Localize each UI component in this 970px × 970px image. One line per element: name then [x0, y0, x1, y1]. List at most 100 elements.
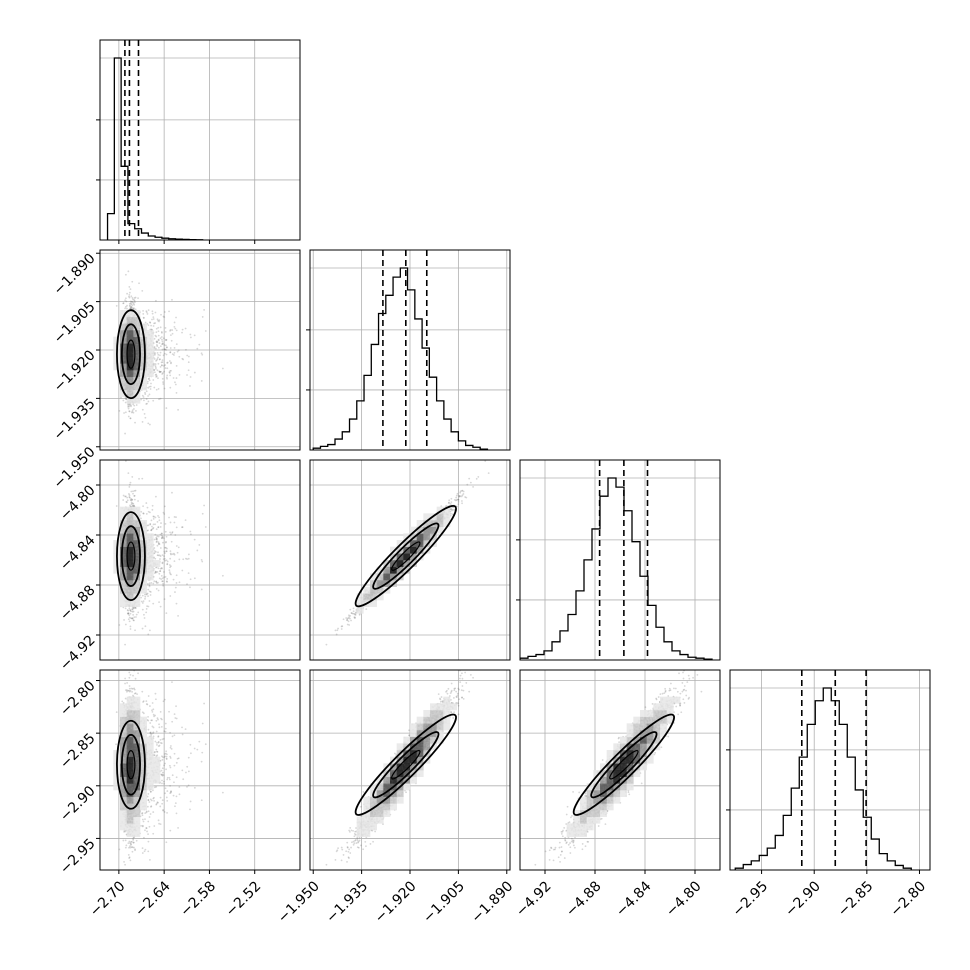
sample-point	[126, 499, 129, 502]
sample-point	[128, 286, 131, 288]
panel-content	[100, 40, 300, 240]
density-cell	[146, 356, 154, 364]
sample-point	[175, 316, 177, 319]
sample-point	[127, 415, 130, 418]
sample-point	[144, 593, 146, 596]
sample-point	[158, 358, 161, 361]
sample-point	[165, 346, 168, 349]
sample-point	[164, 530, 167, 533]
sample-point	[126, 501, 128, 504]
density-cell	[126, 343, 134, 351]
sample-point	[163, 370, 166, 373]
sample-point	[155, 566, 157, 569]
sample-point	[152, 518, 155, 520]
sample-point	[128, 410, 131, 413]
sample-point	[156, 340, 158, 343]
sample-point	[125, 500, 128, 503]
sample-point	[157, 362, 160, 365]
sample-point	[170, 369, 172, 372]
sample-point	[186, 354, 189, 357]
sample-point	[130, 295, 133, 298]
sample-point	[126, 292, 129, 295]
sample-point	[198, 343, 201, 346]
density-cell	[120, 310, 127, 317]
density-cell	[133, 316, 141, 324]
sample-point	[161, 342, 164, 345]
sample-point	[173, 553, 176, 556]
sample-point	[181, 357, 184, 360]
y-tick-label: −1.890	[51, 251, 99, 299]
sample-point	[146, 605, 148, 607]
sample-point	[154, 533, 157, 536]
density-cell	[126, 376, 134, 384]
sample-point	[159, 354, 161, 357]
sample-point	[161, 561, 164, 564]
sample-point	[181, 526, 183, 529]
sample-point	[132, 619, 135, 622]
sample-point	[159, 547, 162, 549]
sample-point	[184, 327, 187, 330]
sample-point	[153, 386, 156, 389]
sample-point	[158, 601, 160, 604]
sample-point	[166, 346, 168, 348]
sample-point	[131, 304, 134, 307]
sample-point	[200, 558, 203, 561]
sample-point	[155, 588, 158, 590]
sample-point	[123, 412, 125, 414]
sample-point	[150, 328, 153, 331]
density-cell	[120, 323, 127, 331]
sample-point	[155, 375, 158, 377]
sample-point	[170, 339, 173, 342]
sample-point	[128, 293, 131, 296]
sample-point	[140, 596, 142, 599]
sample-point	[165, 376, 168, 379]
sample-point	[159, 526, 162, 528]
sample-point	[141, 602, 144, 604]
sample-point	[133, 307, 135, 310]
sample-point	[130, 499, 133, 502]
sample-point	[169, 566, 171, 569]
density-cell	[140, 343, 147, 351]
density-cell	[140, 356, 147, 364]
sample-point	[122, 399, 125, 402]
sample-point	[128, 405, 131, 408]
sample-point	[160, 336, 163, 338]
sample-point	[146, 313, 149, 315]
sample-point	[159, 533, 162, 536]
sample-point	[170, 565, 172, 568]
sample-point	[133, 297, 136, 299]
y-tick-label: −1.920	[51, 347, 99, 395]
sample-point	[165, 540, 167, 543]
sample-point	[155, 536, 158, 539]
sample-point	[140, 398, 142, 401]
sample-point	[130, 300, 133, 303]
sample-point	[135, 409, 137, 412]
sample-point	[124, 411, 127, 414]
sample-point	[131, 502, 134, 505]
sample-point	[128, 295, 130, 298]
contour-inner	[126, 339, 136, 369]
sample-point	[146, 582, 149, 585]
sample-point	[171, 491, 173, 494]
sample-point	[137, 500, 139, 502]
sample-point	[147, 400, 150, 403]
density-cell	[126, 363, 134, 371]
sample-point	[176, 551, 179, 554]
sample-point	[169, 370, 171, 372]
sample-point	[155, 388, 158, 391]
sample-point	[134, 308, 137, 311]
sample-point	[173, 321, 176, 324]
sample-point	[115, 304, 118, 307]
sample-point	[175, 364, 178, 367]
sample-point	[151, 528, 153, 531]
sample-point	[174, 381, 176, 384]
sample-point	[161, 372, 164, 374]
sample-point	[177, 349, 180, 352]
sample-point	[142, 600, 145, 603]
sample-point	[145, 390, 148, 393]
sample-point	[131, 297, 134, 299]
sample-point	[164, 364, 167, 366]
sample-point	[151, 310, 154, 313]
density-cell	[120, 376, 127, 384]
sample-point	[189, 385, 191, 387]
